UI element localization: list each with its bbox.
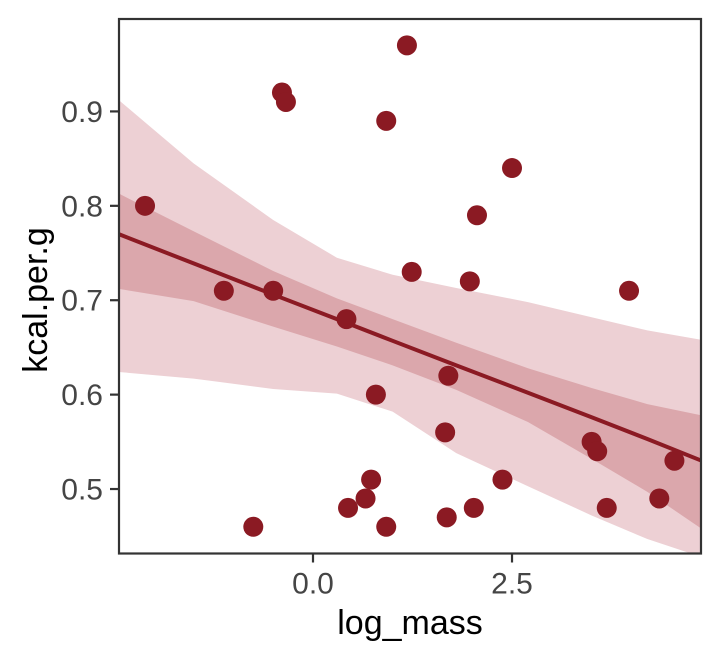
data-point xyxy=(459,271,480,292)
data-point xyxy=(401,261,422,282)
data-point xyxy=(135,195,156,216)
data-point xyxy=(243,516,264,537)
tick-label: 0.7 xyxy=(61,285,103,318)
data-point xyxy=(361,469,382,490)
data-point xyxy=(619,280,640,301)
data-point xyxy=(213,280,234,301)
y-axis: 0.5 0.6 0.7 0.8 0.9 xyxy=(61,96,119,507)
data-point xyxy=(365,384,386,405)
data-point xyxy=(502,158,523,179)
data-point xyxy=(338,497,359,518)
data-point xyxy=(463,497,484,518)
x-axis-title: log_mass xyxy=(337,604,483,642)
tick-label: 0.9 xyxy=(61,96,103,129)
tick-label: 0.6 xyxy=(61,379,103,412)
data-point xyxy=(587,441,608,462)
data-point xyxy=(376,516,397,537)
data-point xyxy=(275,91,296,112)
panel-border xyxy=(117,17,703,555)
data-point xyxy=(492,469,513,490)
data-point xyxy=(336,309,357,330)
y-axis-title: kcal.per.g xyxy=(17,227,55,373)
data-point xyxy=(376,110,397,131)
regression-line xyxy=(119,232,701,463)
data-point xyxy=(263,280,284,301)
panel-content xyxy=(119,35,701,554)
data-point xyxy=(355,488,376,509)
data-point xyxy=(396,35,417,56)
data-point xyxy=(435,422,456,443)
tick-label: 0.5 xyxy=(61,474,103,507)
data-point xyxy=(438,365,459,386)
data-point xyxy=(664,450,685,471)
tick-label: 2.5 xyxy=(491,568,533,601)
data-point xyxy=(649,488,670,509)
tick-label: 0.8 xyxy=(61,190,103,223)
confidence-band-inner xyxy=(119,193,701,529)
data-point xyxy=(596,497,617,518)
data-point xyxy=(466,205,487,226)
tick-label: 0.0 xyxy=(292,568,334,601)
data-points xyxy=(135,35,685,537)
x-axis: 0.0 2.5 xyxy=(292,553,533,601)
data-point xyxy=(436,507,457,528)
